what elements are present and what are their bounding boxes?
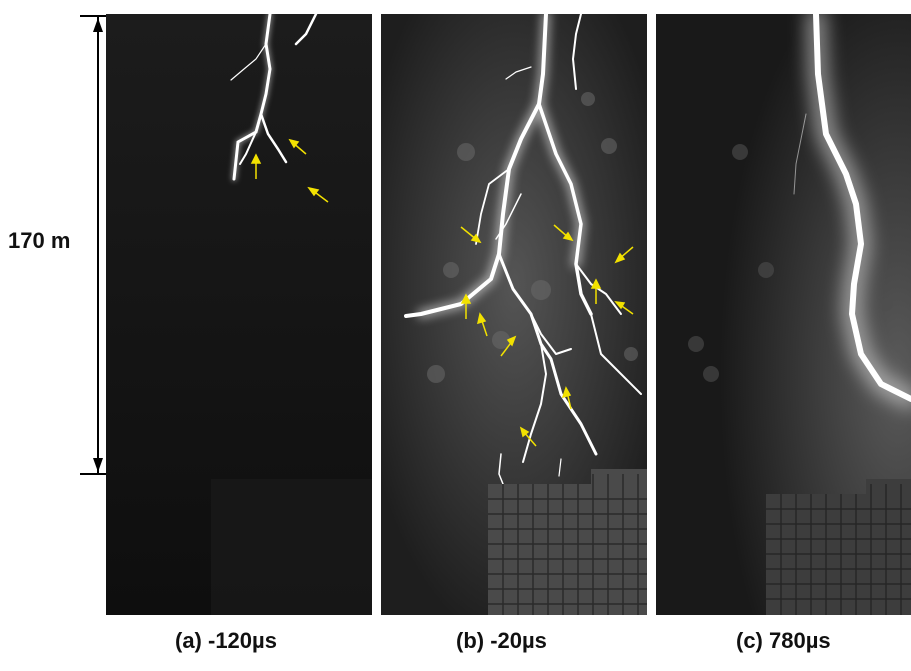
caption-c: (c) 780µs xyxy=(736,628,831,653)
building-b xyxy=(488,469,647,615)
lightning-image-c xyxy=(656,14,911,615)
caption-b: (b) -20µs xyxy=(456,628,547,653)
building-c xyxy=(766,479,911,615)
scale-label: 170 m xyxy=(8,228,71,253)
scale-bar xyxy=(80,15,106,475)
lightning-image-a xyxy=(106,14,372,615)
caption-a: (a) -120µs xyxy=(175,628,277,653)
photo-panel-a xyxy=(106,14,372,615)
photo-panel-c xyxy=(656,14,911,615)
lightning-image-b xyxy=(381,14,647,615)
photo-panel-b xyxy=(381,14,647,615)
